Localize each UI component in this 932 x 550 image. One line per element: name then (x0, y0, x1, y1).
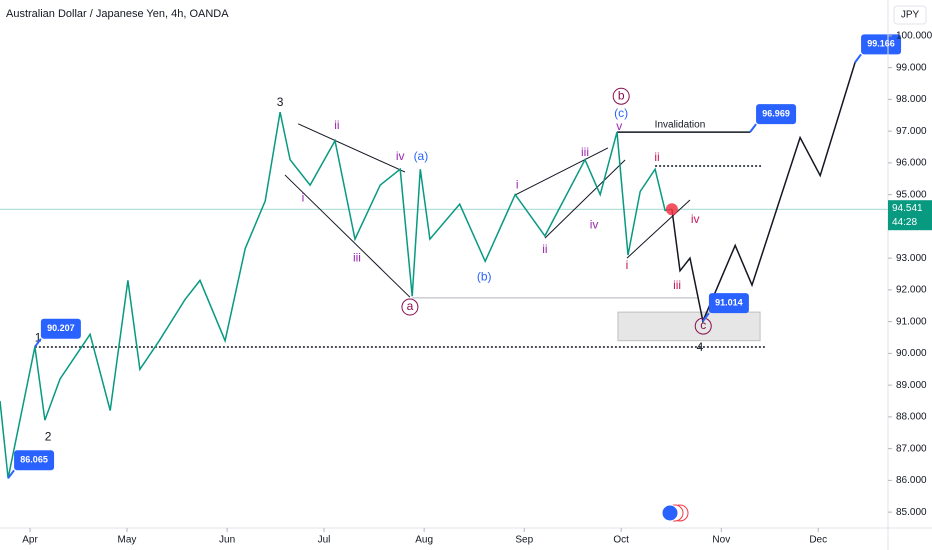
current-dot (665, 203, 678, 216)
footer-icons (661, 504, 689, 522)
y-tick-label: 100.000 (896, 31, 932, 42)
y-tick-label: 99.000 (896, 62, 927, 73)
countdown: 44:28 (892, 217, 917, 228)
wave-label: 3 (277, 95, 284, 109)
current-price-box (888, 200, 932, 231)
x-tick-label: May (117, 535, 136, 546)
price-label-pointer (7, 469, 15, 479)
x-tick-label: Aug (415, 535, 433, 546)
wave-label: i (516, 177, 519, 191)
wave-label: 1 (35, 330, 42, 344)
trendline (284, 174, 411, 298)
price-label: 99.166 (867, 39, 895, 49)
y-tick-label: 95.000 (896, 189, 927, 200)
wave-circle (401, 298, 419, 316)
wave-label: 4 (697, 340, 704, 354)
y-tick-label: 92.000 (896, 285, 927, 296)
wave-label: iv (590, 217, 599, 231)
wave-label: iii (673, 278, 681, 292)
wave-label: i (302, 190, 305, 204)
price-label: 86.065 (20, 455, 48, 465)
currency-button[interactable] (893, 5, 927, 25)
y-tick-label: 97.000 (896, 126, 927, 137)
x-tick-label: Dec (809, 535, 827, 546)
wave-label: iv (396, 149, 405, 163)
y-tick-label: 98.000 (896, 94, 927, 105)
price-label-pointer (702, 312, 710, 322)
price-label-pointer (854, 53, 862, 63)
y-tick-label: 96.000 (896, 158, 927, 169)
trendline (626, 199, 691, 259)
y-tick-label: 87.000 (896, 443, 927, 454)
wave-label: b (618, 88, 625, 102)
trendline (515, 147, 609, 196)
price-label: 96.969 (762, 108, 790, 118)
x-tick-label: Apr (22, 535, 38, 546)
price-label-box (40, 318, 81, 339)
wave-label: (c) (614, 106, 628, 120)
wave-label: 2 (45, 429, 52, 443)
y-tick-label: 90.000 (896, 348, 927, 359)
wave-label: (b) (477, 269, 492, 283)
wave-label: v (616, 119, 622, 133)
chart-title: Australian Dollar / Japanese Yen, 4h, OA… (6, 8, 229, 20)
x-tick-label: Jun (219, 535, 235, 546)
price-label-pointer (749, 123, 757, 133)
wave-label: (a) (414, 149, 429, 163)
wave-circle (612, 87, 630, 105)
price-label-pointer (34, 338, 42, 348)
y-tick-label: 86.000 (896, 475, 927, 486)
x-tick-label: Oct (613, 535, 629, 546)
wave-label: iv (691, 212, 700, 226)
trendline (297, 123, 406, 173)
y-tick-label: 85.000 (896, 507, 927, 518)
price-label: 90.207 (47, 323, 75, 333)
trendline (544, 159, 626, 239)
wave-label: ii (334, 118, 339, 132)
wave-label: a (407, 299, 414, 313)
y-tick-label: 91.000 (896, 316, 927, 327)
y-tick-label: 89.000 (896, 380, 927, 391)
wave-label: Invalidation (655, 119, 706, 130)
zone (617, 311, 761, 342)
price-label-box (756, 104, 797, 125)
wave-circle (694, 317, 712, 335)
y-tick-label: 88.000 (896, 412, 927, 423)
wave-label: c (700, 318, 706, 332)
wave-label: iii (581, 145, 589, 159)
x-tick-label: Jul (318, 535, 331, 546)
price-line (671, 62, 856, 324)
wave-label: ii (542, 242, 547, 256)
wave-label: iii (353, 250, 361, 264)
price-label: 91.014 (715, 298, 743, 308)
x-tick-label: Sep (515, 535, 533, 546)
currency[interactable]: JPY (901, 10, 920, 21)
current-price: 94.541 (892, 203, 923, 214)
price-label-box (708, 293, 749, 314)
wave-label: ii (654, 150, 659, 164)
y-tick-label: 93.000 (896, 253, 927, 264)
price-label-box (14, 450, 55, 471)
wave-label: i (626, 258, 629, 272)
x-tick-label: Nov (712, 535, 730, 546)
price-label-box (861, 34, 902, 55)
price-line (0, 111, 673, 479)
